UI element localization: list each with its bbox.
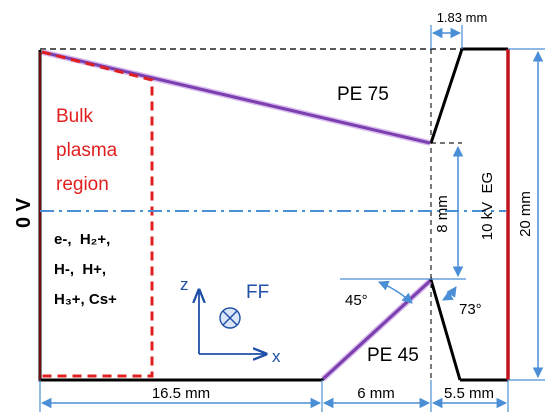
left-voltage-label: 0 V	[13, 197, 35, 228]
species-line-3: H₃+, Cs+	[54, 291, 117, 308]
ff-label: FF	[246, 282, 269, 303]
region-label-line-2: plasma	[56, 140, 118, 161]
height-label: 20 mm	[517, 191, 534, 237]
aperture-label: 8 mm	[434, 195, 451, 233]
eg-label: 10 kV EG	[479, 172, 496, 240]
region-label-line-3: region	[56, 174, 109, 195]
species-line-1: e-, H₂+,	[54, 231, 110, 248]
angle-45-arc	[378, 280, 413, 304]
species-line-2: H-, H+,	[54, 261, 106, 278]
bottom-left-label: 16.5 mm	[152, 385, 210, 402]
axis-z-label: z	[180, 275, 189, 294]
bottom-mid-label: 6 mm	[357, 385, 395, 402]
angle-45-label: 45°	[345, 292, 368, 309]
into-page-icon	[219, 307, 241, 329]
chamber-outline	[38, 50, 322, 382]
angle-73-label: 73°	[459, 301, 482, 318]
region-label-line-1: Bulk	[56, 106, 93, 127]
top-gap-label: 1.83 mm	[437, 10, 488, 25]
bottom-right-label: 5.5 mm	[444, 385, 494, 402]
electrode-top-outline	[429, 47, 508, 144]
pe45-label: PE 45	[367, 345, 419, 366]
axis-x-label: x	[272, 347, 281, 366]
bulk-plasma-region-box	[41, 50, 154, 378]
angle-73-arc	[442, 286, 457, 301]
pe75-label: PE 75	[337, 84, 389, 105]
